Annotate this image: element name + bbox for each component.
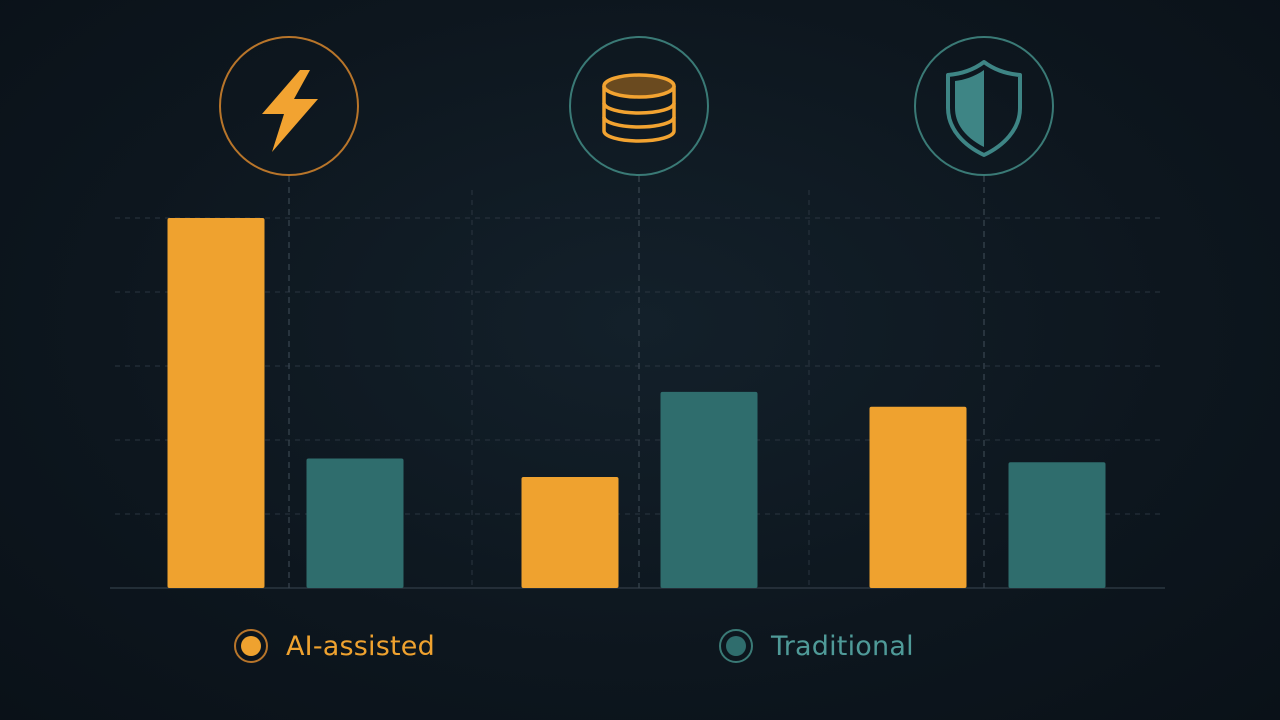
legend-label-traditional: Traditional bbox=[771, 630, 914, 662]
shield-icon bbox=[946, 60, 1022, 157]
grid-layer bbox=[110, 190, 1165, 589]
legend-label-ai-assisted: AI-assisted bbox=[286, 630, 435, 662]
bar-traditional-2 bbox=[660, 391, 758, 588]
icon-connector-layer bbox=[288, 176, 985, 588]
category-icon-group-2 bbox=[569, 36, 709, 176]
legend-item-traditional: Traditional bbox=[719, 624, 914, 668]
coin-stack-icon-ring bbox=[569, 36, 709, 176]
shield-icon-ring bbox=[914, 36, 1054, 176]
lightning-bolt-icon bbox=[262, 70, 318, 152]
bar-ai-assisted-1 bbox=[167, 218, 265, 588]
bar-traditional-3 bbox=[1008, 462, 1106, 588]
legend-swatch-ai-assisted bbox=[234, 629, 268, 663]
legend-item-ai-assisted: AI-assisted bbox=[234, 624, 435, 668]
bar-traditional-1 bbox=[306, 458, 404, 588]
legend-swatch-traditional bbox=[719, 629, 753, 663]
lightning-icon-ring bbox=[219, 36, 359, 176]
category-icon-group-3 bbox=[914, 36, 1054, 176]
bar-ai-assisted-3 bbox=[869, 406, 967, 588]
category-icon-group-1 bbox=[219, 36, 359, 176]
bar-ai-assisted-2 bbox=[521, 477, 619, 588]
bar-layer bbox=[167, 218, 1106, 588]
coin-stack-icon bbox=[602, 73, 676, 143]
